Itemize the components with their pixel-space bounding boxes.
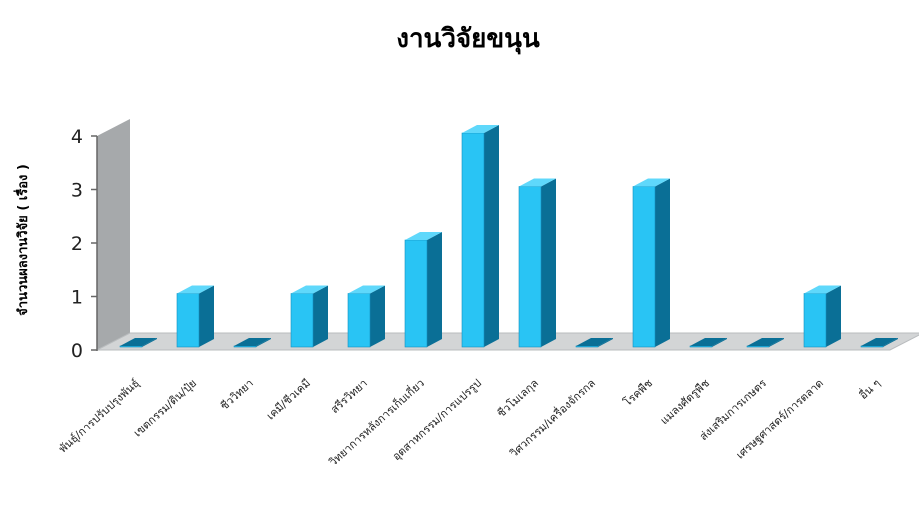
bar <box>176 293 200 348</box>
bar <box>119 345 143 348</box>
bar-top <box>120 338 157 346</box>
bar <box>518 186 542 348</box>
chart-title: งานวิจัยขนุน <box>396 24 540 55</box>
x-tick-label: แมลงศัตรูพืช <box>658 377 712 428</box>
bar-side <box>313 285 328 347</box>
bar-side <box>370 285 385 347</box>
bar-top <box>861 338 898 346</box>
x-tick-label: โรคพืช <box>620 376 655 409</box>
bar <box>860 345 884 348</box>
bar-top <box>177 285 214 294</box>
x-tick-label: พันธุ์/การปรับปรุงพันธุ์ <box>56 377 142 456</box>
x-tick-label: ชีววิทยา <box>218 377 256 413</box>
bar <box>689 345 713 348</box>
bar-top <box>747 338 784 346</box>
bar <box>404 239 428 348</box>
x-tick-label: อื่น ๆ <box>855 375 883 402</box>
bar-side <box>484 125 499 347</box>
back-wall <box>97 119 130 350</box>
bar <box>575 345 599 348</box>
bar <box>233 345 257 348</box>
x-tick-label: วิทยาการหลังการเก็บเกี่ยว <box>325 375 427 469</box>
bar <box>746 345 770 348</box>
bar-side <box>883 338 898 347</box>
bar-side <box>712 338 727 347</box>
bar-side <box>826 285 841 347</box>
bar-top <box>576 338 613 346</box>
bar <box>461 132 485 348</box>
y-tick-label: 3 <box>71 180 83 202</box>
x-tick-label: เคมี/ชีวเคมี <box>264 377 313 423</box>
bar-side <box>427 232 442 347</box>
bar-top <box>348 285 385 294</box>
bar <box>632 186 656 348</box>
bar-side <box>769 338 784 347</box>
bar <box>290 293 314 348</box>
y-tick-label: 0 <box>71 340 83 362</box>
bar-side <box>142 338 157 347</box>
floor <box>96 332 919 351</box>
bar-top <box>804 285 841 294</box>
bar-top <box>519 178 556 187</box>
y-tick-label: 4 <box>71 126 83 148</box>
bar-side <box>598 338 613 347</box>
bar-top <box>690 338 727 346</box>
y-axis-label: จำนวนผลงานวิจัย ( เรื่อง ) <box>13 164 31 316</box>
y-tick-label: 1 <box>71 287 83 309</box>
plot-area: 01234พันธุ์/การปรับปรุงพันธุ์เขตกรรม/ดิน… <box>56 119 919 469</box>
bar-top <box>462 125 499 133</box>
bar <box>803 293 827 348</box>
bar-top <box>405 232 442 240</box>
bar-side <box>199 285 214 347</box>
bar-top <box>234 338 271 346</box>
x-tick-label: สรีรวิทยา <box>328 377 370 416</box>
y-tick-label: 2 <box>71 233 83 255</box>
bar-top <box>633 178 670 187</box>
bar-side <box>256 338 271 347</box>
bar-top <box>291 285 328 294</box>
bar-side <box>655 178 670 347</box>
x-tick-label: ชีวโมเลกุล <box>494 376 541 420</box>
bar-side <box>541 178 556 347</box>
bar <box>347 293 371 348</box>
